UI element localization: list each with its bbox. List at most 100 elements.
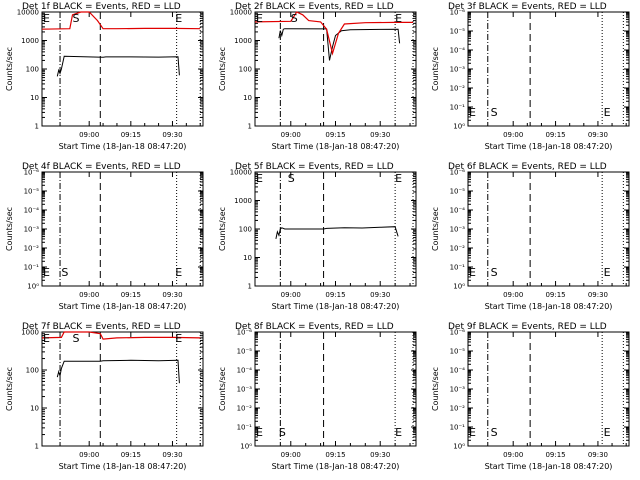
y-tick-label: 10⁰ <box>27 283 39 291</box>
x-tick-label: 09:15 <box>121 451 141 459</box>
y-tick-label: 10⁻⁶ <box>450 329 466 337</box>
series-events-line <box>56 359 180 384</box>
y-tick-label: 1 <box>35 123 39 131</box>
y-axis-label: Counts/sec <box>431 367 440 411</box>
chart-panel-6: Det 6f BLACK = Events, RED = LLD Counts/s… <box>431 162 630 311</box>
y-axis-label: Counts/sec <box>218 367 227 411</box>
series-lld-line <box>41 11 201 30</box>
y-tick-label: 1000 <box>21 329 39 337</box>
y-axis-label: Counts/sec <box>218 47 227 91</box>
x-tick-label: 09:00 <box>503 131 523 139</box>
y-tick-label: 10⁻² <box>24 245 40 253</box>
y-tick-label: 10⁻⁴ <box>450 367 466 375</box>
chart-title: Det 4f BLACK = Events, RED = LLD <box>22 162 181 172</box>
y-tick-label: 10⁻⁶ <box>24 169 40 177</box>
y-tick-label: 10⁻³ <box>450 66 466 74</box>
y-tick-label: 10000 <box>17 9 39 17</box>
y-tick-label: 10⁻¹ <box>24 264 40 272</box>
y-tick-label: 10⁻⁴ <box>24 207 40 215</box>
x-axis-label: Start Time (18-Jan-18 08:47:20) <box>272 302 400 311</box>
marker-s: S <box>73 12 80 25</box>
x-tick-label: 09:30 <box>588 451 608 459</box>
marker-s: S <box>288 172 295 185</box>
series-lld-line <box>254 11 413 56</box>
marker-s: S <box>279 426 286 439</box>
series-events-line <box>275 226 399 240</box>
marker-e: E <box>395 172 402 185</box>
y-tick-label: 10 <box>30 94 39 102</box>
x-tick-label: 09:00 <box>281 451 301 459</box>
x-tick-label: 09:15 <box>325 131 345 139</box>
chart-panel-5: Det 5f BLACK = Events, RED = LLD Counts/s… <box>218 162 417 311</box>
y-tick-label: 100 <box>26 367 39 375</box>
y-tick-label: 10⁻⁵ <box>450 188 466 196</box>
series-lld-line <box>41 331 201 340</box>
y-axis-label: Counts/sec <box>431 207 440 251</box>
series-events-line <box>56 55 180 77</box>
x-tick-label: 09:00 <box>503 451 523 459</box>
x-tick-label: 09:00 <box>79 131 99 139</box>
y-tick-label: 10⁻¹ <box>450 424 466 432</box>
chart-panel-9: Det 9f BLACK = Events, RED = LLD Counts/s… <box>431 322 630 471</box>
y-tick-label: 10⁻⁶ <box>450 169 466 177</box>
x-tick-label: 09:15 <box>545 291 565 299</box>
y-tick-label: 1 <box>248 283 252 291</box>
marker-s: S <box>491 106 498 119</box>
chart-panel-7: Det 7f BLACK = Events, RED = LLD Counts/s… <box>5 322 204 471</box>
y-tick-label: 10⁻² <box>237 405 253 413</box>
x-axis-label: Start Time (18-Jan-18 08:47:20) <box>59 462 187 471</box>
y-tick-label: 10⁻⁴ <box>237 367 253 375</box>
marker-s: S <box>73 332 80 345</box>
y-tick-label: 10⁻¹ <box>237 424 253 432</box>
y-tick-label: 1000 <box>234 37 252 45</box>
y-tick-label: 10 <box>30 405 39 413</box>
chart-title: Det 5f BLACK = Events, RED = LLD <box>235 162 394 172</box>
y-tick-label: 10⁻⁵ <box>450 348 466 356</box>
y-axis-label: Counts/sec <box>218 207 227 251</box>
y-tick-label: 10⁻⁵ <box>450 28 466 36</box>
y-tick-label: 10⁻² <box>450 245 466 253</box>
series-events-line <box>278 28 401 61</box>
marker-e: E <box>604 266 611 279</box>
marker-e: E <box>256 12 263 25</box>
x-tick-label: 09:15 <box>545 131 565 139</box>
marker-e: E <box>604 106 611 119</box>
y-tick-label: 10⁻³ <box>450 226 466 234</box>
x-axis-label: Start Time (18-Jan-18 08:47:20) <box>59 142 187 151</box>
chart-panel-3: Det 3f BLACK = Events, RED = LLD Counts/s… <box>431 2 630 151</box>
y-tick-label: 10 <box>243 94 252 102</box>
marker-e: E <box>175 12 182 25</box>
plot-frame <box>41 331 204 447</box>
y-tick-label: 10⁻² <box>450 85 466 93</box>
y-tick-label: 10 <box>243 254 252 262</box>
y-tick-label: 10⁻⁵ <box>24 188 40 196</box>
marker-s: S <box>491 426 498 439</box>
y-tick-label: 10⁻⁴ <box>450 207 466 215</box>
y-tick-label: 10⁻³ <box>24 226 40 234</box>
y-axis-label: Counts/sec <box>5 47 14 91</box>
y-tick-label: 10⁰ <box>453 443 465 451</box>
chart-title: Det 1f BLACK = Events, RED = LLD <box>22 2 181 12</box>
marker-e: E <box>256 172 263 185</box>
x-tick-label: 09:30 <box>162 291 182 299</box>
y-tick-label: 10⁻⁶ <box>450 9 466 17</box>
x-tick-label: 09:30 <box>370 131 390 139</box>
marker-e: E <box>175 332 182 345</box>
y-tick-label: 10000 <box>230 9 252 17</box>
x-axis-label: Start Time (18-Jan-18 08:47:20) <box>272 142 400 151</box>
chart-title: Det 7f BLACK = Events, RED = LLD <box>22 322 181 332</box>
x-axis-label: Start Time (18-Jan-18 08:47:20) <box>485 142 613 151</box>
marker-e: E <box>469 106 476 119</box>
y-tick-label: 10⁻⁶ <box>237 329 253 337</box>
x-axis-label: Start Time (18-Jan-18 08:47:20) <box>485 302 613 311</box>
chart-panel-2: Det 2f BLACK = Events, RED = LLD Counts/s… <box>218 2 417 151</box>
marker-e: E <box>604 426 611 439</box>
x-tick-label: 09:30 <box>370 291 390 299</box>
chart-title: Det 9f BLACK = Events, RED = LLD <box>448 322 607 332</box>
x-tick-label: 09:00 <box>79 451 99 459</box>
marker-e: E <box>43 332 50 345</box>
y-tick-label: 10⁰ <box>240 443 252 451</box>
y-tick-label: 10⁻⁵ <box>237 348 253 356</box>
